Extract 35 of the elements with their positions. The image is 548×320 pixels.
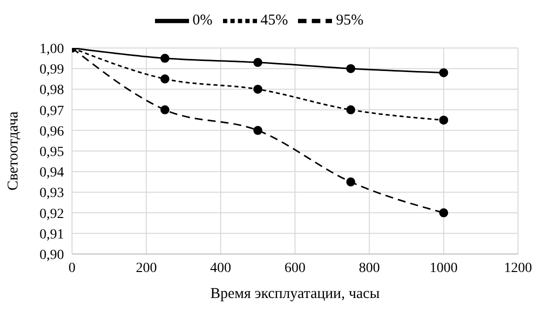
x-tick-label: 1200 (504, 260, 532, 276)
legend-label: 95% (336, 12, 364, 28)
point (160, 74, 170, 84)
x-tick-label: 800 (358, 260, 380, 276)
y-tick-label: 0,91 (40, 227, 64, 242)
y-tick-label: 0,90 (40, 248, 64, 263)
y-tick-label: 0,94 (40, 166, 64, 181)
y-tick-label: 0,93 (40, 186, 64, 202)
point (346, 64, 356, 74)
point (439, 116, 448, 125)
y-tick-label: 0,96 (40, 124, 64, 140)
point (160, 54, 170, 63)
x-tick-label: 400 (210, 260, 232, 276)
x-tick-label: 600 (284, 260, 306, 276)
y-tick-label: 0,99 (40, 62, 64, 78)
point (439, 68, 448, 78)
x-tick-label: 1000 (430, 260, 458, 276)
point (253, 84, 262, 94)
point (439, 208, 448, 218)
y-axis-title: Светоотдача (5, 111, 22, 191)
point (253, 126, 262, 135)
y-tick-label: 0,95 (40, 144, 64, 160)
x-axis-title: Время эксплуатации, часы (210, 286, 380, 302)
legend-label: 0% (192, 12, 212, 28)
y-tick-label: 0,92 (40, 206, 64, 222)
legend-label: 45% (260, 12, 288, 28)
point (346, 105, 356, 114)
y-tick-label: 0,97 (40, 104, 64, 119)
y-tick-label: 1,00 (40, 42, 64, 57)
point (253, 58, 262, 67)
point (346, 177, 356, 186)
point (160, 105, 170, 114)
x-tick-label: 200 (136, 260, 157, 276)
x-tick-label: 0 (68, 260, 76, 276)
y-tick-label: 0,98 (40, 83, 64, 98)
